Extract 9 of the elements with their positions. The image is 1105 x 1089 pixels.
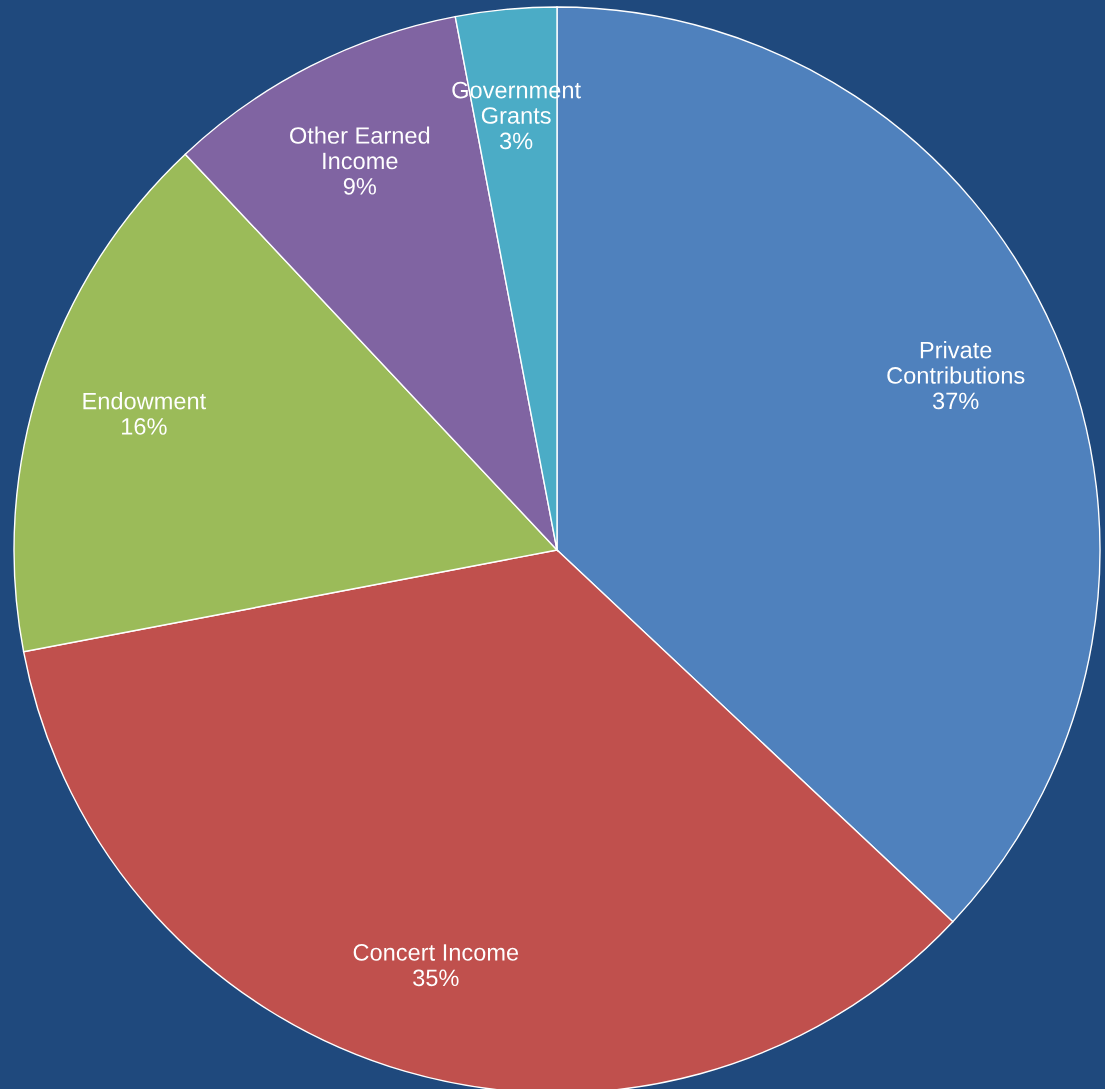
data-label: 35% bbox=[413, 969, 459, 987]
slice-label: Private Contributions bbox=[887, 341, 1025, 384]
slice-label: Other Earned Income bbox=[290, 126, 430, 170]
slice-label: Concert Income bbox=[353, 944, 519, 961]
data-label: 9% bbox=[343, 178, 377, 195]
data-label: 3% bbox=[499, 132, 533, 150]
data-label: 16% bbox=[122, 418, 167, 435]
slice-label: Endowment bbox=[83, 392, 207, 410]
data-label: 37% bbox=[932, 392, 979, 410]
